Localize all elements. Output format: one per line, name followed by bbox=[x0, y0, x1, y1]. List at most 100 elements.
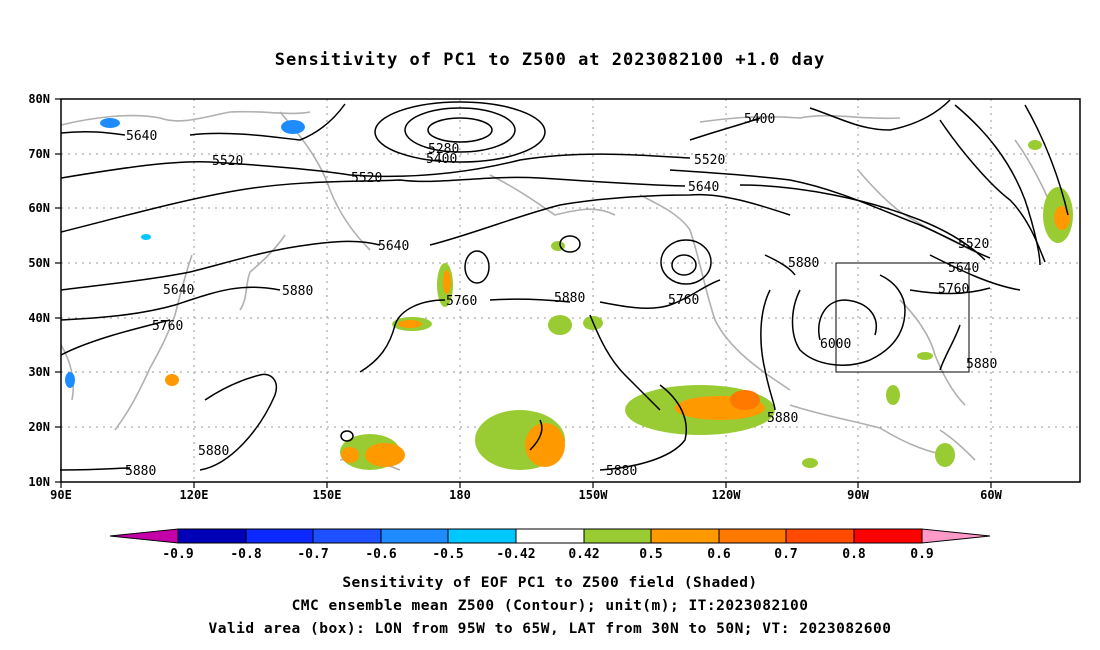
lon-label: 120W bbox=[712, 488, 742, 502]
contour-label: 5400 bbox=[744, 112, 775, 127]
positive-region bbox=[548, 315, 572, 335]
colorbar-label: 0.5 bbox=[639, 547, 662, 562]
positive-region bbox=[886, 385, 900, 405]
colorbar-swatch bbox=[583, 528, 652, 544]
lat-label: 60N bbox=[28, 201, 50, 215]
contour-label: 5640 bbox=[163, 283, 194, 298]
coastlines bbox=[60, 110, 1056, 471]
lon-label: 180 bbox=[449, 488, 471, 502]
caption-valid-area: Valid area (box): LON from 95W to 65W, L… bbox=[208, 621, 892, 637]
contour-label: 5640 bbox=[378, 239, 409, 254]
valid-area-box bbox=[835, 262, 970, 373]
caption-shading: Sensitivity of EOF PC1 to Z500 field (Sh… bbox=[342, 575, 758, 591]
positive-region bbox=[1028, 140, 1042, 150]
colorbar-labels: -0.9 -0.8 -0.7 -0.6 -0.5 -0.42 0.42 0.5 … bbox=[162, 547, 933, 562]
colorbar-swatch bbox=[312, 528, 382, 544]
lon-label: 150W bbox=[579, 488, 609, 502]
negative-region bbox=[281, 120, 305, 134]
colorbar-swatch bbox=[853, 528, 923, 544]
colorbar-swatch bbox=[245, 528, 314, 544]
graticule bbox=[61, 99, 1080, 482]
contour-label: 5880 bbox=[788, 256, 819, 271]
colorbar-left-arrow bbox=[109, 528, 179, 544]
positive-core bbox=[365, 443, 405, 467]
lon-label: 120E bbox=[180, 488, 209, 502]
positive-region bbox=[935, 443, 955, 467]
contour-label: 5640 bbox=[126, 129, 157, 144]
colorbar-swatch bbox=[515, 528, 585, 544]
contour-label: 6000 bbox=[820, 337, 851, 352]
colorbar-label: 0.42 bbox=[568, 547, 599, 562]
latitude-labels: 80N 70N 60N 50N 40N 30N 20N 10N bbox=[28, 92, 50, 489]
z500-contours bbox=[59, 99, 1069, 471]
sensitivity-shading bbox=[65, 118, 1073, 470]
colorbar-swatch bbox=[447, 528, 517, 544]
positive-core bbox=[341, 447, 359, 463]
colorbar-label: 0.7 bbox=[774, 547, 797, 562]
positive-core bbox=[398, 320, 422, 328]
positive-region bbox=[165, 374, 179, 386]
negative-region bbox=[65, 372, 75, 388]
colorbar-swatch bbox=[785, 528, 855, 544]
contour-label: 5640 bbox=[688, 180, 719, 195]
lon-label: 90E bbox=[50, 488, 72, 502]
colorbar-label: -0.8 bbox=[230, 547, 261, 562]
lat-label: 50N bbox=[28, 256, 50, 270]
contour-label: 5880 bbox=[198, 444, 229, 459]
caption-contour: CMC ensemble mean Z500 (Contour); unit(m… bbox=[291, 598, 809, 614]
contour-label: 5880 bbox=[125, 464, 156, 479]
negative-region bbox=[100, 118, 120, 128]
contour-label: 5400 bbox=[426, 152, 457, 167]
lat-label: 40N bbox=[28, 311, 50, 325]
contour-label: 5880 bbox=[767, 411, 798, 426]
colorbar-right-arrow bbox=[921, 528, 991, 544]
contour-label: 5280 bbox=[428, 142, 459, 157]
colorbar-swatch bbox=[718, 528, 787, 544]
colorbar-label: -0.5 bbox=[432, 547, 463, 562]
lon-label: 90W bbox=[847, 488, 869, 502]
contour-label: 5520 bbox=[351, 171, 382, 186]
colorbar-swatch bbox=[380, 528, 449, 544]
lat-label: 30N bbox=[28, 365, 50, 379]
lon-label: 60W bbox=[980, 488, 1002, 502]
positive-region bbox=[917, 352, 933, 360]
positive-region bbox=[802, 458, 818, 468]
map-frame bbox=[60, 98, 1081, 483]
contour-label: 5520 bbox=[958, 237, 989, 252]
contour-label: 5520 bbox=[212, 154, 243, 169]
lat-label: 70N bbox=[28, 147, 50, 161]
colorbar-label: 0.6 bbox=[707, 547, 731, 562]
colorbar-swatch bbox=[650, 528, 720, 544]
lat-label: 20N bbox=[28, 420, 50, 434]
lat-label: 10N bbox=[28, 475, 50, 489]
contour-label: 5880 bbox=[554, 291, 585, 306]
contour-label: 5760 bbox=[446, 294, 477, 309]
contour-label: 5760 bbox=[668, 293, 699, 308]
figure-title: Sensitivity of PC1 to Z500 at 2023082100… bbox=[274, 50, 826, 70]
colorbar-label: -0.7 bbox=[297, 547, 328, 562]
colorbar-label: 0.9 bbox=[910, 547, 933, 562]
contour-label: 5640 bbox=[948, 261, 979, 276]
positive-core bbox=[443, 270, 451, 294]
positive-core bbox=[1054, 206, 1070, 230]
axis-ticks bbox=[55, 98, 992, 488]
contour-label: 5760 bbox=[938, 282, 969, 297]
lat-label: 80N bbox=[28, 92, 50, 106]
lon-label: 150E bbox=[313, 488, 342, 502]
contour-label: 5760 bbox=[152, 319, 183, 334]
contour-label-group: 5640 5520 5520 5280 5400 5400 5520 5640 … bbox=[125, 112, 997, 479]
contour-label: 5880 bbox=[966, 357, 997, 372]
contour-label: 5880 bbox=[282, 284, 313, 299]
colorbar-label: -0.6 bbox=[365, 547, 396, 562]
contour-label: 5520 bbox=[694, 153, 725, 168]
colorbar bbox=[109, 528, 991, 544]
colorbar-label: -0.42 bbox=[496, 547, 535, 562]
negative-region bbox=[141, 234, 151, 240]
positive-core bbox=[730, 390, 760, 410]
positive-core bbox=[525, 423, 565, 467]
colorbar-label: 0.8 bbox=[842, 547, 866, 562]
contour-label: 5880 bbox=[606, 464, 637, 479]
longitude-labels: 90E 120E 150E 180 150W 120W 90W 60W bbox=[50, 488, 1002, 502]
colorbar-swatch bbox=[177, 528, 247, 544]
